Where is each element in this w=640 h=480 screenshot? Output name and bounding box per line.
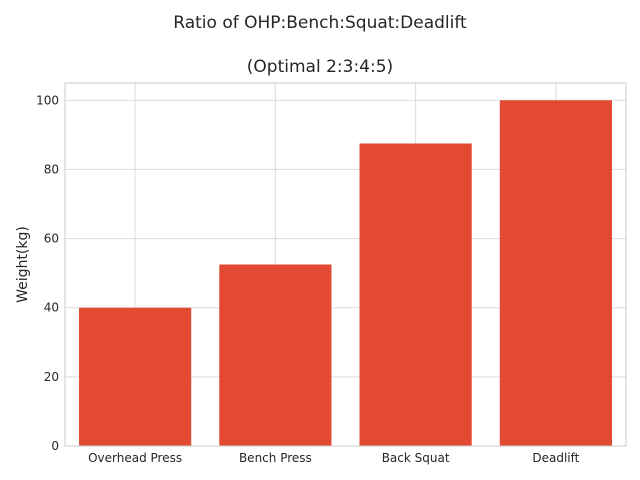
bar: [359, 143, 472, 446]
bar: [499, 100, 612, 447]
bar: [219, 264, 332, 446]
x-tick-label: Back Squat: [382, 451, 450, 465]
y-tick-label: 0: [51, 439, 59, 453]
x-tick-label: Bench Press: [239, 451, 312, 465]
y-tick-label: 40: [44, 301, 59, 315]
x-tick-label: Deadlift: [532, 451, 579, 465]
y-tick-label: 100: [36, 93, 59, 107]
y-tick-label: 60: [44, 232, 59, 246]
bars: [79, 100, 612, 447]
y-tick-labels: 0 20 40 60 80 100: [36, 93, 59, 453]
x-tick-labels: Overhead Press Bench Press Back Squat Deadl…: [88, 451, 580, 465]
y-tick-label: 20: [44, 370, 59, 384]
plot-frame: [64, 82, 627, 447]
x-tick-label: Overhead Press: [88, 451, 182, 465]
bar: [79, 307, 192, 446]
chart-subtitle: (Optimal 2:3:4:5): [246, 57, 394, 77]
chart-title: Ratio of OHP:Bench:Squat:Deadlift: [173, 13, 467, 33]
y-axis-label: Weight(kg): [15, 226, 31, 303]
y-tick-label: 80: [44, 162, 59, 176]
